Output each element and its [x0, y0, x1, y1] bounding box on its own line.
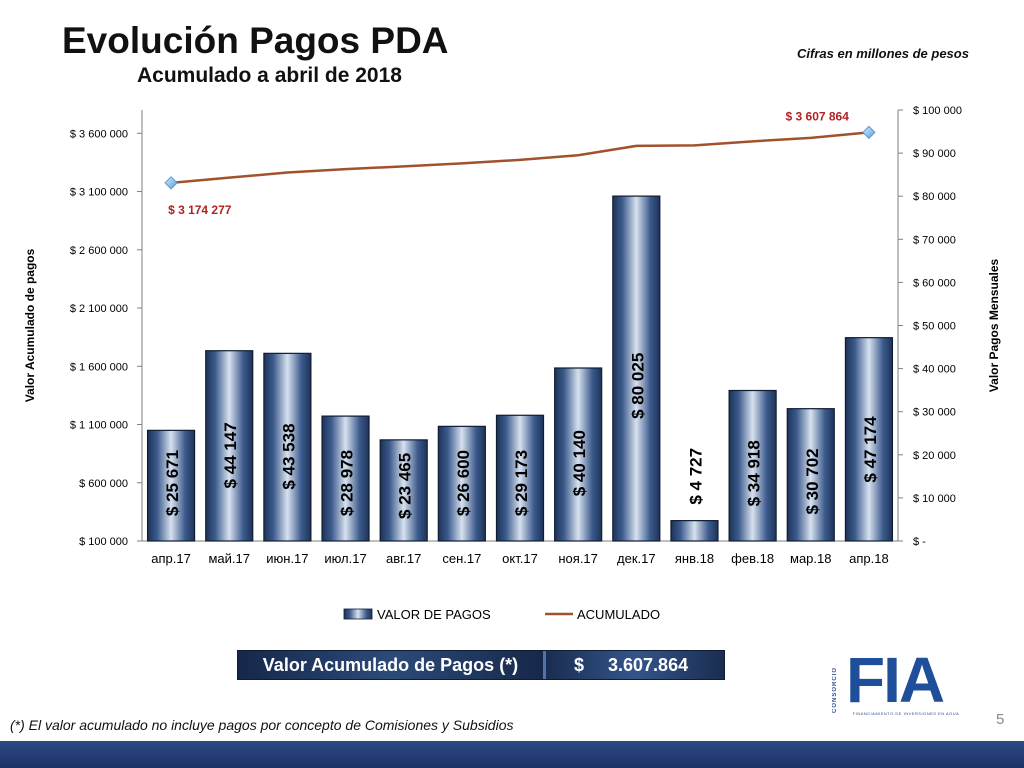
payments-chart: $ 100 000 $ 600 000 $ 1 100 000 $ 1 600 000…	[23, 105, 1001, 622]
bar-13	[844, 337, 894, 542]
bar-value-label: $ 28 978	[338, 450, 357, 516]
accumulated-total-currency: $	[574, 654, 585, 675]
right-tick-label: $ 10 000	[913, 493, 956, 505]
accumulated-total-value: 3.607.864	[608, 654, 689, 675]
left-tick-label: $ 3 600 000	[70, 128, 128, 140]
x-tick-label: мар.18	[790, 551, 831, 566]
bar-7	[495, 414, 545, 542]
units-note: Cifras en millones de pesos	[797, 46, 969, 61]
accumulated-total-value-cell: $ 3.607.864	[546, 651, 724, 679]
x-tick-label: ноя.17	[558, 551, 598, 566]
right-tick-label: $ 80 000	[913, 191, 956, 203]
x-tick-label: дек.17	[617, 551, 656, 566]
left-tick-label: $ 1 100 000	[70, 420, 128, 432]
bar-value-label: $ 4 727	[686, 448, 705, 505]
x-tick-label: окт.17	[502, 551, 538, 566]
bar-10	[670, 520, 719, 542]
logo-consorcio-text: CONSORCIO	[832, 667, 838, 714]
bar-6	[437, 425, 486, 542]
legend-bar-label: VALOR DE PAGOS	[377, 607, 491, 622]
accumulated-line	[170, 131, 870, 185]
bar-3	[263, 352, 312, 542]
x-tick-label: сен.17	[442, 551, 481, 566]
bar-4	[321, 415, 370, 542]
x-tick-label: фев.18	[731, 551, 774, 566]
bottom-bar	[0, 741, 1024, 768]
x-tick-label: авг.17	[386, 551, 421, 566]
left-tick-label: $ 2 100 000	[70, 303, 128, 315]
legend-bar-swatch	[343, 608, 373, 620]
bar-value-label: $ 29 173	[512, 450, 531, 516]
left-tick-label: $ 2 600 000	[70, 245, 128, 257]
page-subtitle: Acumulado a abril de 2018	[137, 64, 402, 87]
line-annotation-label: $ 3 174 277	[168, 203, 232, 217]
page-title: Evolución Pagos PDA	[62, 20, 449, 61]
x-tick-label: июн.17	[266, 551, 308, 566]
right-tick-label: $ 40 000	[913, 364, 956, 376]
x-tick-label: май.17	[208, 551, 250, 566]
bar-value-label: $ 44 147	[221, 422, 240, 488]
bar-value-label: $ 40 140	[570, 430, 589, 496]
logo-wordmark: FIA	[846, 644, 945, 716]
accumulated-total-box: Valor Acumulado de Pagos (*) $ 3.607.864	[237, 650, 725, 680]
bar-value-label: $ 23 465	[396, 453, 415, 519]
bar-11	[728, 389, 777, 542]
x-tick-label: апр.17	[151, 551, 191, 566]
right-tick-label: $ 20 000	[913, 450, 956, 462]
left-tick-label: $ 1 600 000	[70, 361, 128, 373]
bar-value-label: $ 30 702	[803, 448, 822, 514]
line-marker	[164, 176, 178, 190]
right-tick-label: $ 30 000	[913, 407, 956, 419]
bar-5	[379, 439, 428, 542]
bar-2	[205, 350, 254, 542]
right-tick-label: $ 100 000	[913, 105, 962, 117]
right-tick-label: $ -	[913, 536, 926, 548]
left-tick-label: $ 600 000	[79, 478, 128, 490]
legend-line-label: ACUMULADO	[577, 607, 660, 622]
bar-1	[146, 429, 196, 542]
left-axis-title: Valor Acumulado de pagos	[23, 248, 37, 402]
bar-value-label: $ 25 671	[163, 450, 182, 516]
bar-value-label: $ 47 174	[861, 416, 880, 483]
line-annotation-label: $ 3 607 864	[786, 109, 850, 123]
x-tick-label: июл.17	[324, 551, 366, 566]
bar-12	[786, 408, 835, 542]
bar-9	[612, 195, 661, 542]
right-tick-label: $ 70 000	[913, 234, 956, 246]
bar-8	[554, 367, 603, 542]
x-tick-label: апр.18	[849, 551, 889, 566]
left-tick-label: $ 3 100 000	[70, 187, 128, 199]
page-number: 5	[996, 711, 1005, 728]
right-tick-label: $ 90 000	[913, 148, 956, 160]
right-axis-title: Valor Pagos Mensuales	[987, 258, 1001, 392]
bar-value-label: $ 43 538	[279, 423, 298, 489]
x-tick-label: янв.18	[675, 551, 714, 566]
accumulated-total-label: Valor Acumulado de Pagos (*)	[238, 651, 546, 679]
footnote: (*) El valor acumulado no incluye pagos …	[10, 717, 514, 733]
right-tick-label: $ 60 000	[913, 277, 956, 289]
bar-value-label: $ 34 918	[745, 440, 764, 506]
right-tick-label: $ 50 000	[913, 321, 956, 333]
bar-value-label: $ 26 600	[454, 450, 473, 516]
line-marker	[862, 125, 876, 140]
fia-logo: CONSORCIO FIA FINANCIAMIENTO DE INVERSIO…	[832, 648, 980, 720]
bar-value-label: $ 80 025	[628, 353, 647, 419]
logo-tagline: FINANCIAMIENTO DE INVERSIONES EN AGUA	[852, 711, 960, 716]
left-tick-label: $ 100 000	[79, 536, 128, 548]
